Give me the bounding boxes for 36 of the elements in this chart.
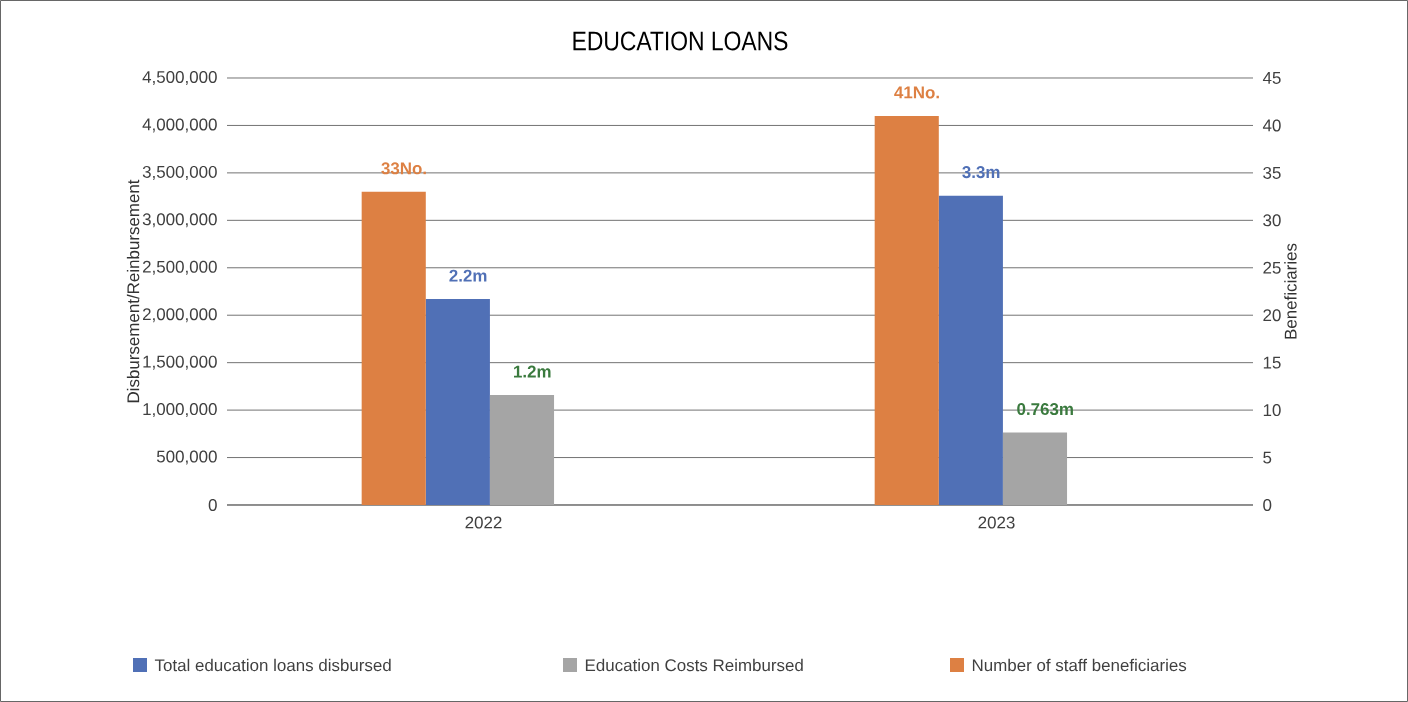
y2-tick-label: 25 — [1263, 261, 1281, 274]
bar — [1002, 432, 1068, 505]
chart-title: EDUCATION LOANS — [573, 31, 788, 51]
y2-tick-label: 45 — [1262, 72, 1281, 84]
data-label: 1.2m — [514, 365, 551, 378]
legend-label: Education Costs Reimbursed — [585, 658, 803, 672]
y-tick-label: 3,000,000 — [142, 213, 217, 228]
y-tick-label: 0 — [208, 499, 217, 511]
y2-tick-label: 5 — [1263, 451, 1272, 464]
y-tick-label: 500,000 — [156, 450, 217, 465]
y2-tick-label: 0 — [1263, 499, 1272, 511]
data-label: 33No. — [381, 162, 426, 175]
y-tick-label: 1,500,000 — [143, 355, 217, 370]
y-tick-label: 4,000,000 — [142, 118, 217, 133]
y2-tick-label: 20 — [1263, 309, 1281, 322]
data-label: 41No. — [894, 86, 939, 99]
y2-tick-label: 35 — [1263, 166, 1281, 179]
legend-label: Total education loans disbursed — [154, 658, 391, 672]
legend-label: Number of staff beneficiaries — [972, 658, 1187, 672]
y-tick-label: 1,000,000 — [143, 403, 217, 418]
data-label: 2.2m — [449, 269, 487, 282]
bar — [489, 394, 555, 505]
y2-axis-title: Beneficiaries — [1284, 243, 1297, 339]
y2-tick-label: 10 — [1263, 404, 1281, 417]
y2-tick-label: 15 — [1263, 356, 1281, 369]
y-tick-label: 4,500,000 — [142, 71, 217, 85]
data-label: 0.763m — [1017, 403, 1073, 416]
x-tick-label: 2022 — [465, 516, 502, 529]
y-tick-label: 3,500,000 — [142, 165, 217, 180]
y-axis-title: Disbursement/Reinbursement — [126, 179, 140, 403]
data-label: 3.3m — [962, 166, 1000, 179]
y2-tick-label: 40 — [1262, 119, 1281, 132]
y2-tick-label: 30 — [1263, 214, 1281, 227]
y-tick-label: 2,000,000 — [142, 308, 217, 323]
y-tick-label: 2,500,000 — [142, 260, 217, 275]
x-tick-label: 2023 — [978, 516, 1015, 529]
